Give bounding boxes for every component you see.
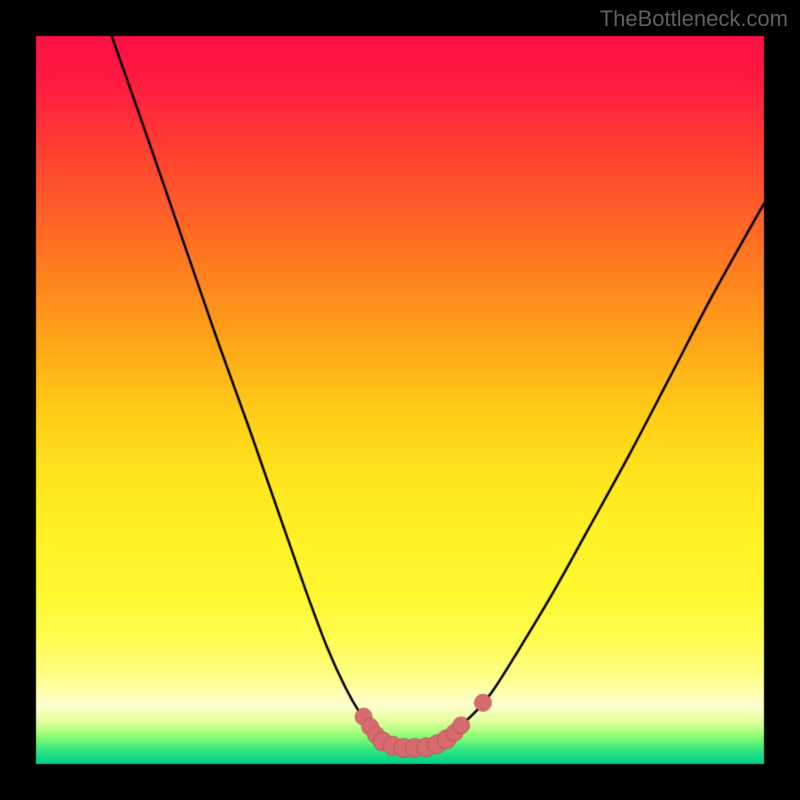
bottleneck-chart-canvas [0, 0, 800, 800]
chart-container: TheBottleneck.com [0, 0, 800, 800]
watermark-text: TheBottleneck.com [600, 6, 788, 32]
